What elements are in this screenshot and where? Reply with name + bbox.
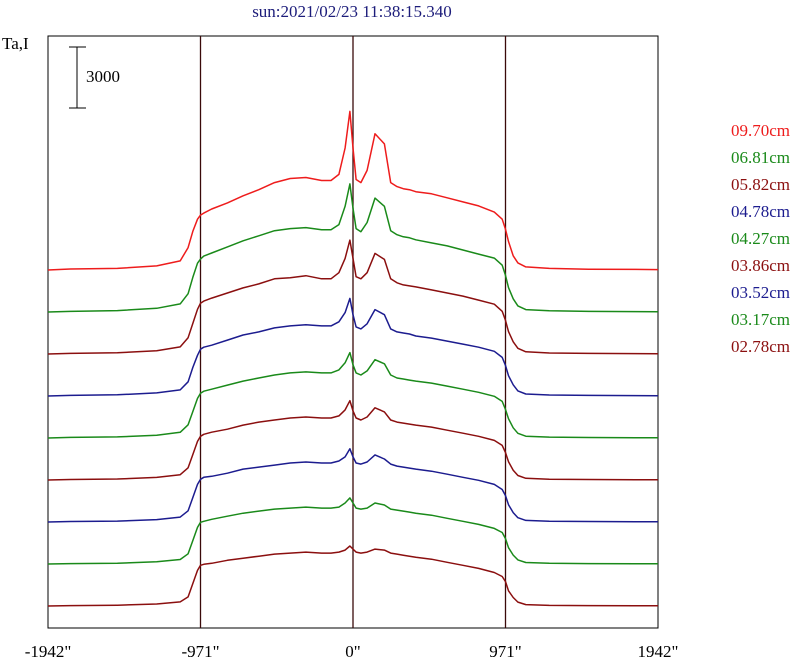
x-tick-label: -971" (181, 642, 219, 661)
legend-entry: 09.70cm (731, 121, 790, 140)
chart-title: sun:2021/02/23 11:38:15.340 (252, 2, 452, 21)
series-group (47, 110, 659, 607)
x-tick-label: -1942" (25, 642, 72, 661)
series-line-04-27cm (47, 351, 659, 439)
legend-entry: 04.27cm (731, 229, 790, 248)
legend-entry: 05.82cm (731, 175, 790, 194)
series-line-03-17cm (47, 497, 658, 565)
series-line-09-70cm (47, 110, 659, 271)
legend-entry: 03.17cm (731, 310, 790, 329)
x-tick-label: 1942" (638, 642, 679, 661)
series-line-04-78cm (47, 297, 659, 397)
legend: 09.70cm 06.81cm 05.82cm 04.78cm 04.27cm 03.86… (731, 121, 790, 356)
legend-entry: 03.86cm (731, 256, 790, 275)
legend-entry: 04.78cm (731, 202, 790, 221)
series-line-05-82cm (47, 239, 659, 355)
scale-bar: 3000 (69, 46, 120, 109)
legend-entry: 03.52cm (731, 283, 790, 302)
reference-lines (199, 36, 507, 628)
scale-bar-label: 3000 (86, 67, 120, 86)
x-tick-label: 0" (345, 642, 360, 661)
x-tick-label: 971" (489, 642, 521, 661)
series-line-03-86cm (47, 399, 659, 481)
series-line-02-78cm (47, 545, 658, 607)
y-axis-label: Ta,I (2, 34, 29, 53)
series-line-06-81cm (47, 183, 659, 313)
x-tick-labels: -1942" -971" 0" 971" 1942" (25, 642, 679, 661)
legend-entry: 06.81cm (731, 148, 790, 167)
legend-entry: 02.78cm (731, 337, 790, 356)
series-line-03-52cm (47, 448, 659, 523)
